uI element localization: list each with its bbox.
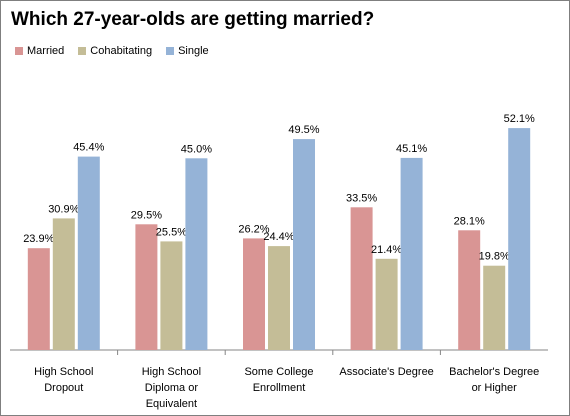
legend-label-cohabitating: Cohabitating [90,45,153,57]
bar-married-1 [135,224,158,350]
data-label-married-0: 23.9% [23,233,54,245]
category-label-line: High School [34,366,93,378]
data-label-married-1: 29.5% [131,209,162,221]
category-label-line: Equivalent [146,398,197,410]
data-label-married-4: 28.1% [454,215,485,227]
bar-cohabitating-1 [160,241,183,350]
category-label-line: Some College [244,366,313,378]
bar-married-4 [458,230,481,350]
category-label-line: or Higher [472,382,518,394]
legend-item-single: Single [166,45,209,57]
category-label-line: High School [142,366,201,378]
bar-single-0 [77,156,100,350]
legend-swatch-married [15,47,23,55]
bar-married-2 [243,238,265,350]
category-label-line: Dropout [44,382,83,394]
legend-item-cohabitating: Cohabitating [78,45,152,57]
bar-single-2 [293,139,315,350]
data-label-single-4: 52.1% [504,113,535,125]
bar-cohabitating-4 [483,265,506,350]
data-label-cohabitating-2: 24.4% [263,231,294,243]
bar-single-3 [400,157,423,350]
category-label-line: Enrollment [253,382,306,394]
bar-cohabitating-0 [52,218,75,350]
data-label-single-0: 45.4% [73,142,104,154]
category-label-1: High School Diploma or Equivalent [142,366,201,410]
category-label-line: Diploma or [145,382,199,394]
chart-title: Which 27-year-olds are getting married? [11,9,375,30]
legend-item-married: Married [15,45,64,57]
data-label-cohabitating-3: 21.4% [371,244,402,256]
legend-label-single: Single [178,45,209,57]
bar-cohabitating-2 [268,246,290,350]
legend-swatch-single [166,47,175,55]
data-label-single-3: 45.1% [396,143,427,155]
category-label-0: High School Dropout [34,366,93,394]
data-label-cohabitating-4: 19.8% [479,251,510,263]
bar-single-1 [185,158,208,350]
bar-single-4 [508,128,531,350]
data-label-cohabitating-1: 25.5% [156,226,187,238]
category-label-line: Associate's Degree [339,366,433,378]
data-label-married-3: 33.5% [346,192,377,204]
legend-label-married: Married [27,45,65,57]
data-label-single-2: 49.5% [288,124,319,136]
data-label-married-2: 26.2% [238,223,269,235]
bar-married-0 [27,248,50,350]
bar-cohabitating-3 [375,258,398,350]
bar-married-3 [350,207,373,350]
category-label-2: Some College Enrollment [244,366,313,394]
category-label-line: Bachelor's Degree [449,366,539,378]
category-label-4: Bachelor's Degree or Higher [449,366,539,394]
data-label-cohabitating-0: 30.9% [48,203,79,215]
category-label-3: Associate's Degree [339,366,433,378]
legend-swatch-cohabitating [78,47,87,55]
data-label-single-1: 45.0% [181,143,212,155]
legend: Married Cohabitating Single [15,45,223,57]
